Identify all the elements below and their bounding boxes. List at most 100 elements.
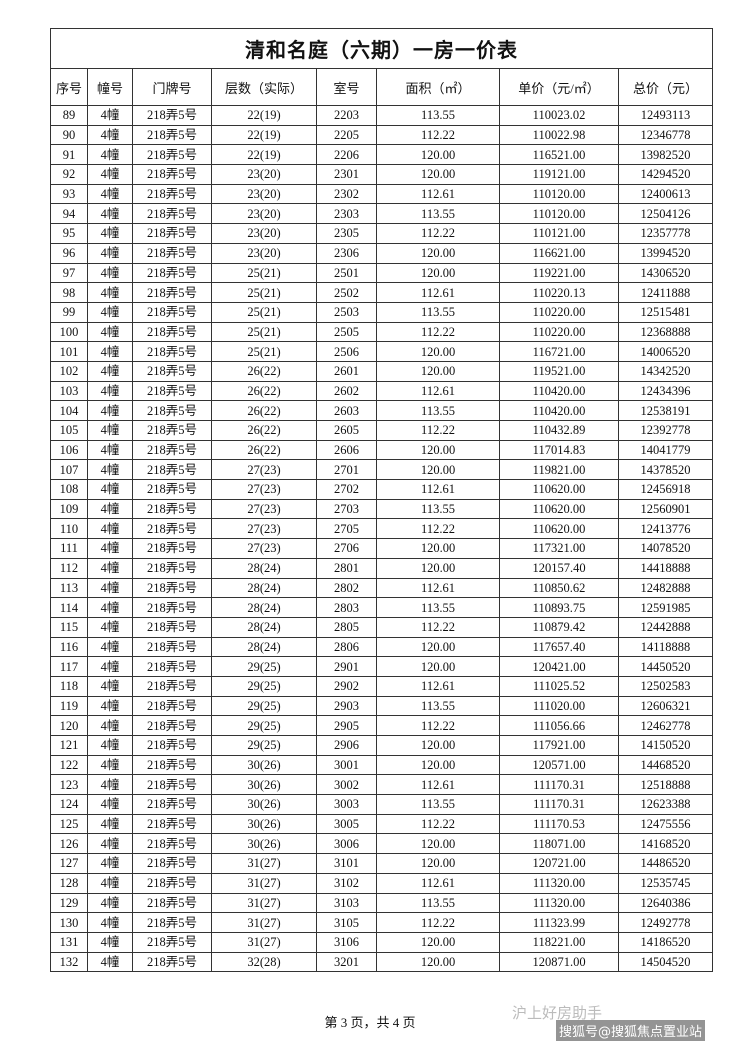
table-cell: 27(23) — [211, 518, 317, 540]
table-cell: 22(19) — [211, 124, 317, 146]
table-row: 103 4幢 218弄5号 26(22) 2602 112.61 110420.00 1243… — [50, 380, 713, 402]
table-cell: 119521.00 — [499, 360, 619, 382]
table-cell: 218弄5号 — [132, 754, 212, 776]
table-cell: 30(26) — [211, 754, 317, 776]
table-cell: 94 — [50, 203, 88, 225]
table-cell: 4幢 — [87, 616, 133, 638]
table-cell: 112.22 — [376, 518, 500, 540]
table-cell: 120.00 — [376, 341, 500, 362]
table-cell: 4幢 — [87, 301, 133, 323]
table-cell: 218弄5号 — [132, 262, 212, 284]
table-cell: 104 — [50, 400, 88, 421]
table-cell: 4幢 — [87, 242, 133, 264]
table-cell: 108 — [50, 479, 88, 500]
table-cell: 120.00 — [376, 164, 500, 185]
table-cell: 12504126 — [618, 203, 713, 225]
table-cell: 117321.00 — [499, 538, 619, 559]
table-cell: 116521.00 — [499, 144, 619, 166]
column-header: 室号 — [316, 68, 377, 106]
table-cell: 31(27) — [211, 931, 317, 953]
table-cell: 113.55 — [376, 498, 500, 520]
table-cell: 4幢 — [87, 144, 133, 166]
table-cell: 120421.00 — [499, 656, 619, 677]
table-cell: 218弄5号 — [132, 439, 212, 461]
table-cell: 4幢 — [87, 360, 133, 382]
table-cell: 2702 — [316, 479, 377, 500]
table-cell: 31(27) — [211, 853, 317, 874]
table-cell: 218弄5号 — [132, 656, 212, 677]
table-cell: 14006520 — [618, 341, 713, 362]
table-body: 89 4幢 218弄5号 22(19) 2203 113.55 110023.02 12493… — [50, 105, 713, 973]
table-cell: 120.00 — [376, 144, 500, 166]
table-cell: 28(24) — [211, 616, 317, 638]
table-cell: 218弄5号 — [132, 577, 212, 599]
table-cell: 2303 — [316, 203, 377, 225]
table-cell: 218弄5号 — [132, 872, 212, 894]
table-cell: 2906 — [316, 735, 377, 756]
table-cell: 218弄5号 — [132, 420, 212, 441]
table-cell: 12482888 — [618, 577, 713, 599]
table-cell: 218弄5号 — [132, 636, 212, 658]
table-cell: 13994520 — [618, 242, 713, 264]
table-cell: 3003 — [316, 794, 377, 815]
table-row: 93 4幢 218弄5号 23(20) 2302 112.61 110120.00 12400… — [50, 183, 713, 205]
table-cell: 22(19) — [211, 144, 317, 166]
table-cell: 27(23) — [211, 479, 317, 500]
table-cell: 4幢 — [87, 951, 133, 973]
table-cell: 2903 — [316, 695, 377, 717]
table-cell: 26(22) — [211, 420, 317, 441]
table-row: 115 4幢 218弄5号 28(24) 2805 112.22 110879.42 1244… — [50, 616, 713, 638]
table-cell: 110 — [50, 518, 88, 540]
table-cell: 4幢 — [87, 853, 133, 874]
table-cell: 12462778 — [618, 715, 713, 736]
table-cell: 2306 — [316, 242, 377, 264]
table-row: 100 4幢 218弄5号 25(21) 2505 112.22 110220.00 1236… — [50, 321, 713, 343]
table-cell: 112.22 — [376, 420, 500, 441]
table-cell: 14118888 — [618, 636, 713, 658]
table-cell: 29(25) — [211, 656, 317, 677]
table-cell: 110220.13 — [499, 282, 619, 303]
table-cell: 110420.00 — [499, 380, 619, 402]
table-cell: 96 — [50, 242, 88, 264]
table-row: 121 4幢 218弄5号 29(25) 2906 120.00 117921.00 1415… — [50, 735, 713, 756]
table-cell: 4幢 — [87, 557, 133, 579]
column-header: 单价（元/㎡） — [499, 68, 619, 106]
table-cell: 4幢 — [87, 321, 133, 343]
table-cell: 27(23) — [211, 459, 317, 481]
table-cell: 29(25) — [211, 735, 317, 756]
table-cell: 23(20) — [211, 183, 317, 205]
table-row: 128 4幢 218弄5号 31(27) 3102 112.61 111320.00 1253… — [50, 872, 713, 894]
table-cell: 4幢 — [87, 931, 133, 953]
table-cell: 12475556 — [618, 813, 713, 835]
table-cell: 111025.52 — [499, 675, 619, 697]
table-row: 130 4幢 218弄5号 31(27) 3105 112.22 111323.99 1249… — [50, 912, 713, 933]
table-cell: 110432.89 — [499, 420, 619, 441]
table-cell: 4幢 — [87, 656, 133, 677]
table-cell: 117014.83 — [499, 439, 619, 461]
table-cell: 120.00 — [376, 931, 500, 953]
table-cell: 109 — [50, 498, 88, 520]
table-cell: 25(21) — [211, 262, 317, 284]
table-cell: 12502583 — [618, 675, 713, 697]
table-cell: 12346778 — [618, 124, 713, 146]
table-cell: 116621.00 — [499, 242, 619, 264]
table-cell: 218弄5号 — [132, 144, 212, 166]
table-cell: 4幢 — [87, 223, 133, 244]
column-header: 序号 — [50, 68, 88, 106]
table-cell: 120.00 — [376, 833, 500, 855]
table-cell: 111170.31 — [499, 794, 619, 815]
table-cell: 218弄5号 — [132, 164, 212, 185]
table-cell: 26(22) — [211, 360, 317, 382]
table-cell: 218弄5号 — [132, 498, 212, 520]
table-cell: 93 — [50, 183, 88, 205]
table-cell: 4幢 — [87, 439, 133, 461]
table-cell: 120.00 — [376, 636, 500, 658]
table-row: 105 4幢 218弄5号 26(22) 2605 112.22 110432.89 1239… — [50, 420, 713, 441]
table-cell: 120571.00 — [499, 754, 619, 776]
table-cell: 4幢 — [87, 892, 133, 914]
table-cell: 12493113 — [618, 105, 713, 126]
table-row: 101 4幢 218弄5号 25(21) 2506 120.00 116721.00 1400… — [50, 341, 713, 362]
table-cell: 4幢 — [87, 164, 133, 185]
table-cell: 3005 — [316, 813, 377, 835]
table-cell: 4幢 — [87, 518, 133, 540]
